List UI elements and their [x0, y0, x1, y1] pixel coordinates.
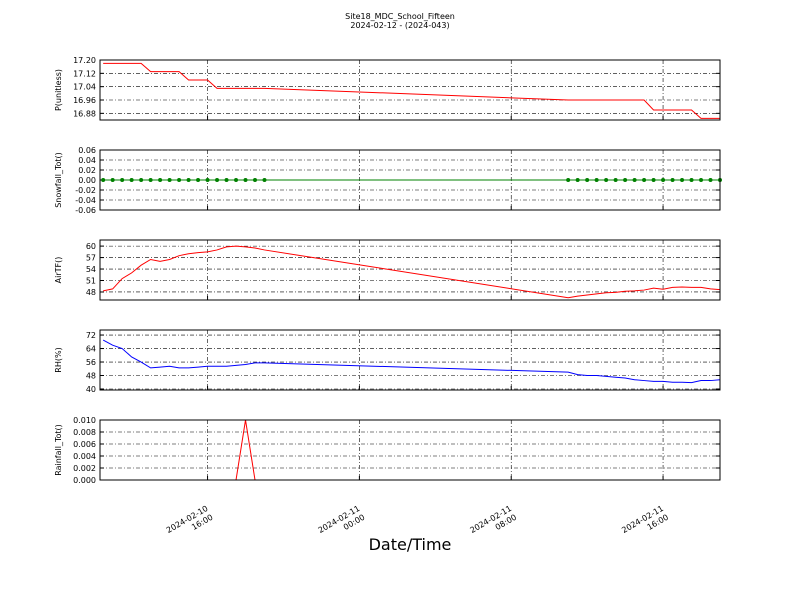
y-axis-label: AirTF()	[54, 257, 63, 284]
y-tick-label: 56	[86, 358, 96, 367]
data-point	[158, 178, 163, 182]
data-point	[101, 178, 106, 182]
data-point	[186, 178, 191, 182]
data-line	[103, 62, 720, 119]
plot-frame	[99, 329, 721, 391]
data-line	[103, 245, 721, 299]
y-tick-label: 54	[86, 265, 96, 274]
plot-frame	[99, 419, 721, 481]
data-line	[102, 339, 721, 384]
data-point	[215, 178, 220, 182]
y-tick-label: 0.06	[78, 146, 96, 155]
data-point	[689, 178, 694, 182]
plot-frame	[99, 149, 721, 211]
y-tick-label: 0.000	[73, 476, 96, 485]
data-point	[632, 178, 637, 182]
data-point	[120, 178, 125, 182]
data-point	[205, 178, 210, 182]
y-tick-label: 48	[86, 372, 96, 381]
chart-title: Site18_MDC_School_Fifteen	[345, 12, 455, 21]
y-tick-label: -0.04	[75, 196, 96, 205]
data-point	[262, 178, 267, 182]
data-point	[253, 178, 257, 182]
y-tick-label: 17.20	[73, 56, 96, 65]
data-point	[243, 178, 248, 182]
data-point	[177, 178, 182, 182]
data-point	[139, 178, 144, 182]
data-point	[604, 178, 609, 182]
data-point	[642, 178, 647, 182]
x-axis-label: Date/Time	[369, 535, 452, 554]
y-tick-label: 48	[86, 288, 96, 297]
y-tick-label: 16.96	[73, 96, 96, 105]
y-tick-label: 72	[86, 331, 96, 340]
data-point	[661, 178, 666, 182]
y-tick-label: 0.00	[78, 176, 96, 185]
y-tick-label: 0.008	[73, 428, 96, 437]
plot-frame	[99, 59, 721, 121]
data-point	[196, 178, 201, 182]
data-point	[585, 178, 590, 182]
data-point	[110, 178, 115, 182]
y-tick-label: 60	[86, 242, 96, 251]
data-point	[708, 178, 713, 182]
y-tick-label: 0.010	[73, 416, 96, 425]
data-point	[148, 178, 153, 182]
y-tick-label: 17.04	[73, 83, 96, 92]
data-point	[680, 178, 685, 182]
y-axis-label: Rainfall_Tot()	[54, 424, 63, 476]
y-axis-label: Snowfall_Tot()	[54, 152, 63, 208]
chart-subtitle: 2024-02-12 - (2024-043)	[350, 21, 449, 30]
y-tick-label: 0.02	[78, 166, 96, 175]
data-point	[129, 178, 134, 182]
y-tick-label: 0.004	[73, 452, 96, 461]
data-point	[651, 178, 656, 182]
y-axis-label: P(unitless)	[54, 69, 63, 111]
y-tick-label: 51	[86, 277, 96, 286]
data-point	[594, 178, 599, 182]
y-tick-label: -0.06	[75, 206, 96, 215]
data-point	[566, 178, 571, 182]
y-tick-label: -0.02	[75, 186, 96, 195]
data-point	[575, 178, 580, 182]
y-tick-label: 0.002	[73, 464, 96, 473]
data-point	[670, 178, 675, 182]
data-point	[613, 178, 618, 182]
y-tick-label: 64	[86, 345, 96, 354]
y-tick-label: 0.006	[73, 440, 96, 449]
data-point	[167, 178, 172, 182]
y-tick-label: 40	[86, 385, 96, 394]
y-tick-label: 17.12	[73, 69, 96, 78]
data-point	[623, 178, 628, 182]
y-axis-label: RH(%)	[54, 347, 63, 372]
data-point	[234, 178, 239, 182]
y-tick-label: 0.04	[78, 156, 96, 165]
plot-frame	[99, 239, 721, 301]
y-tick-label: 16.88	[73, 109, 96, 118]
data-point	[224, 178, 229, 182]
y-tick-label: 57	[86, 254, 96, 263]
data-point	[699, 178, 704, 182]
